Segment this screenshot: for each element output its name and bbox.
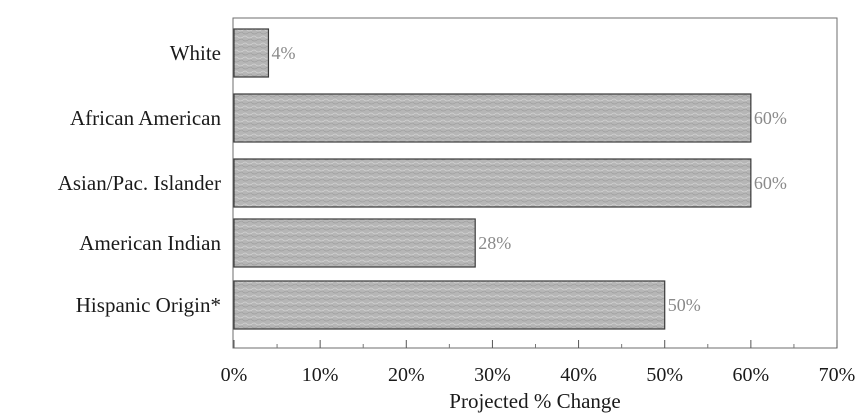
category-label-white: White (170, 41, 221, 65)
x-tick-label: 30% (474, 364, 511, 386)
x-tick-label: 0% (221, 364, 248, 386)
x-tick-label: 70% (819, 364, 856, 386)
bar-white (233, 28, 270, 78)
x-axis: 0% 10% 20% 30% 40% 50% 60% 70% (221, 340, 856, 386)
value-label-hispanic-origin: 50% (668, 295, 701, 315)
category-label-asian-pac-islander: Asian/Pac. Islander (58, 171, 221, 195)
bar-african-american (233, 93, 752, 143)
bar-hispanic-origin (233, 280, 666, 330)
x-tick-label: 20% (388, 364, 425, 386)
bar-american-indian (233, 218, 476, 268)
category-label-american-indian: American Indian (79, 231, 221, 255)
value-label-american-indian: 28% (478, 233, 511, 253)
x-axis-title: Projected % Change (449, 389, 620, 413)
category-label-african-american: African American (70, 106, 222, 130)
value-label-african-american: 60% (754, 108, 787, 128)
category-label-hispanic-origin: Hispanic Origin* (76, 293, 221, 317)
x-tick-label: 10% (302, 364, 339, 386)
bars-layer: 4% 60% 60% 28% 50% (233, 28, 787, 330)
x-tick-label: 60% (733, 364, 770, 386)
value-label-white: 4% (271, 43, 295, 63)
x-tick-label: 50% (646, 364, 683, 386)
category-labels: White African American Asian/Pac. Islander… (58, 41, 222, 317)
x-tick-label: 40% (560, 364, 597, 386)
value-label-asian-pac-islander: 60% (754, 173, 787, 193)
bar-asian-pac-islander (233, 158, 752, 208)
